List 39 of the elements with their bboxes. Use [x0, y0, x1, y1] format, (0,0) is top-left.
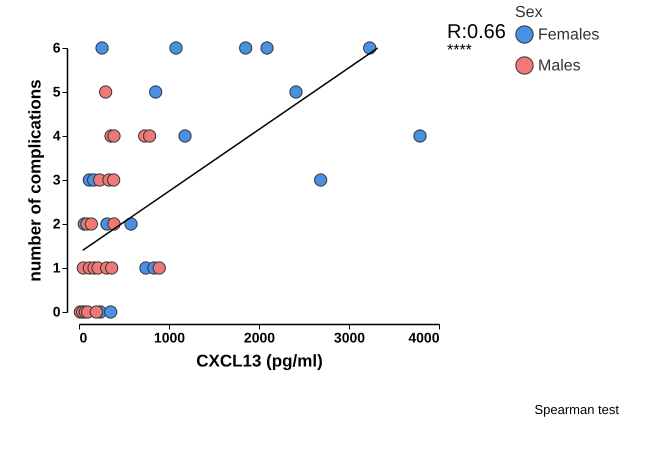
point — [90, 305, 103, 319]
point — [104, 305, 118, 319]
point — [105, 261, 118, 275]
point — [84, 217, 98, 231]
point — [152, 261, 166, 275]
y-tick-label: 1 — [52, 260, 61, 276]
point — [178, 129, 192, 143]
x-tick-label: 4000 — [408, 330, 440, 346]
point — [289, 85, 303, 99]
point — [107, 129, 121, 143]
point — [413, 129, 427, 143]
legend-label: Males — [538, 58, 581, 74]
y-tick-label: 3 — [52, 172, 61, 188]
y-tick-label: 2 — [52, 216, 61, 232]
point — [260, 41, 274, 55]
text: R:0.66 — [447, 21, 506, 43]
x-tick-label: 0 — [80, 330, 88, 346]
legend-label: Females — [538, 26, 600, 44]
y-tick-label: 6 — [52, 40, 61, 56]
text: **** — [447, 42, 472, 59]
x-tick-label: 3000 — [334, 330, 366, 346]
point — [149, 85, 162, 99]
point — [143, 129, 156, 143]
point — [95, 41, 109, 55]
legend-title: Sex — [515, 4, 543, 21]
x-axis-title: CXCL13 (pg/ml) — [196, 352, 323, 370]
y-tick-label: 4 — [52, 128, 61, 144]
point — [239, 41, 252, 55]
y-tick-label: 5 — [52, 84, 61, 100]
point — [314, 173, 328, 187]
point — [124, 217, 138, 231]
point — [169, 41, 183, 55]
y-tick-label: 0 — [52, 304, 61, 320]
x-tick-label: 2000 — [244, 330, 276, 346]
text: Spearman test — [534, 402, 620, 417]
x-tick-label: 1000 — [154, 330, 186, 346]
point — [99, 85, 112, 99]
point — [107, 173, 120, 187]
y-axis-title: number of complications — [26, 79, 45, 282]
